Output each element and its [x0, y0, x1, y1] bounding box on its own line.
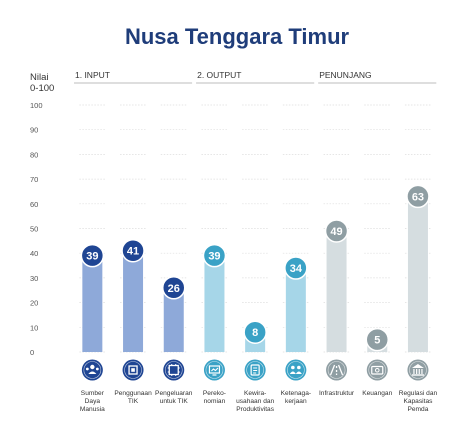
people-icon — [81, 359, 103, 381]
economy-icon — [203, 359, 225, 381]
category-label-line: nomian — [204, 398, 226, 405]
category-label: Penggunaan TIK — [114, 390, 152, 405]
bar — [82, 245, 103, 352]
category-label: Keuangan — [362, 390, 392, 397]
bar — [285, 258, 306, 352]
data-label: 39 — [208, 251, 220, 263]
value-badge — [324, 219, 349, 243]
y-tick-label: 10 — [30, 323, 38, 332]
category-label-line: Pengeluaran — [155, 390, 193, 397]
value-badge — [243, 320, 267, 344]
chart-title: Nusa Tenggara Timur — [125, 24, 350, 49]
y-axis-label-line2: 0-100 — [30, 83, 54, 94]
bar — [326, 220, 347, 352]
data-label: 49 — [330, 226, 342, 238]
y-tick-label: 60 — [30, 200, 38, 209]
value-badge — [80, 243, 105, 268]
y-tick-label: 30 — [30, 274, 38, 283]
group-headers: 1. INPUT 2. OUTPUT PENUNJANG — [74, 70, 437, 84]
category-label: Sumber Daya Manusia — [80, 390, 105, 413]
category-label: Pengeluaran untuk TIK — [155, 390, 193, 405]
category-label: Perekо-nomian — [203, 390, 226, 405]
finance-icon — [366, 359, 388, 381]
y-tick-label: 50 — [30, 225, 38, 234]
category-label: Regulasi dan Kapasitas Pemda — [399, 390, 438, 413]
bar — [123, 240, 144, 352]
bar — [407, 186, 428, 352]
category-icons — [81, 359, 429, 381]
value-badge — [121, 238, 145, 263]
category-label-line: Sumber — [81, 390, 105, 397]
category-label-line: Regulasi dan — [399, 390, 438, 397]
category-label-line: usahaan dan — [236, 398, 274, 405]
y-tick-label: 80 — [30, 150, 38, 159]
y-tick-label: 100 — [30, 101, 43, 110]
y-tick-label: 0 — [30, 348, 34, 357]
data-label: 26 — [168, 283, 180, 295]
chip-icon — [122, 359, 144, 381]
bar — [204, 245, 225, 352]
group-label: 1. INPUT — [75, 70, 110, 80]
y-tick-label: 40 — [30, 249, 38, 258]
category-label: Ketenaga-kerjaan — [281, 390, 311, 405]
value-badge — [202, 243, 227, 268]
government-icon — [407, 359, 429, 381]
group-label: PENUNJANG — [319, 70, 371, 80]
y-tick-label: 70 — [30, 175, 38, 184]
category-label: Infrastruktur — [319, 390, 355, 397]
category-label-line: Produktivitas — [236, 406, 274, 413]
data-label: 34 — [290, 263, 303, 275]
data-label: 41 — [127, 246, 139, 258]
category-label-line: Penggunaan — [114, 390, 152, 397]
category-label-line: untuk TIK — [160, 398, 189, 405]
value-badge — [365, 327, 389, 352]
group-label: 2. OUTPUT — [197, 70, 241, 80]
cpu-icon — [163, 359, 185, 381]
category-label-line: Manusia — [80, 406, 105, 413]
data-label: 5 — [374, 335, 380, 347]
business-icon — [244, 359, 266, 381]
y-axis-label-line1: Nilai — [30, 72, 48, 83]
data-label: 8 — [252, 327, 258, 339]
value-badge — [284, 256, 308, 280]
category-label-line: Kapasitas — [403, 398, 433, 405]
data-label: 63 — [412, 191, 424, 203]
category-label-line: TIK — [128, 398, 139, 405]
category-label-line: Kewira- — [244, 390, 266, 397]
infrastructure-icon — [326, 359, 348, 381]
category-label-line: kerjaan — [285, 398, 307, 405]
category-label-line: Ketenaga- — [281, 390, 311, 397]
data-label: 39 — [86, 251, 98, 263]
category-label-line: Infrastruktur — [319, 390, 355, 397]
value-badge — [406, 184, 430, 209]
category-label-line: Daya — [85, 398, 101, 405]
y-tick-label: 20 — [30, 299, 38, 308]
bars: 39 41 26 39 8 34 49 5 63 — [80, 184, 430, 352]
workforce-icon — [285, 359, 307, 381]
category-label: Kewira-usahaan dan Produktivitas — [236, 390, 275, 413]
value-badge — [162, 276, 186, 300]
category-label-line: Perekо- — [203, 390, 226, 397]
y-tick-labels: 0 10 20 30 40 50 60 70 80 90 100 — [30, 101, 43, 357]
category-label-line: Pemda — [407, 406, 428, 413]
y-tick-label: 90 — [30, 126, 38, 135]
category-label-line: Keuangan — [362, 390, 392, 397]
